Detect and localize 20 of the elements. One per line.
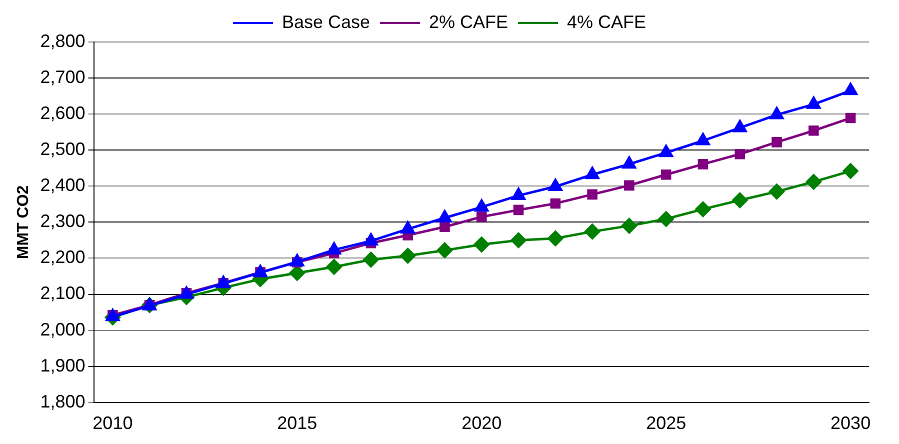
y-tick-label: 2,800 [40, 30, 86, 51]
y-tick-label: 2,300 [40, 211, 86, 232]
x-tick-label: 2010 [92, 413, 133, 434]
legend-label: 4% CAFE [567, 12, 646, 32]
x-tick-label: 2030 [830, 413, 871, 434]
y-tick-label: 2,400 [40, 175, 86, 196]
x-tick-label: 2025 [646, 413, 686, 434]
y-tick-label: 2,100 [40, 283, 86, 304]
y-axis-title: MMT CO2 [15, 185, 32, 260]
legend-label: Base Case [282, 12, 370, 32]
y-tick-label: 2,500 [40, 139, 86, 160]
y-tick-label: 1,900 [40, 355, 86, 376]
y-tick-label: 1,800 [40, 391, 86, 412]
y-tick-label: 2,000 [40, 319, 86, 340]
x-tick-label: 2015 [277, 413, 318, 434]
y-tick-label: 2,700 [40, 67, 86, 88]
legend-label: 2% CAFE [429, 12, 508, 32]
x-tick-label: 2020 [462, 413, 502, 434]
y-tick-label: 2,200 [40, 247, 86, 268]
y-tick-label: 2,600 [40, 103, 86, 124]
